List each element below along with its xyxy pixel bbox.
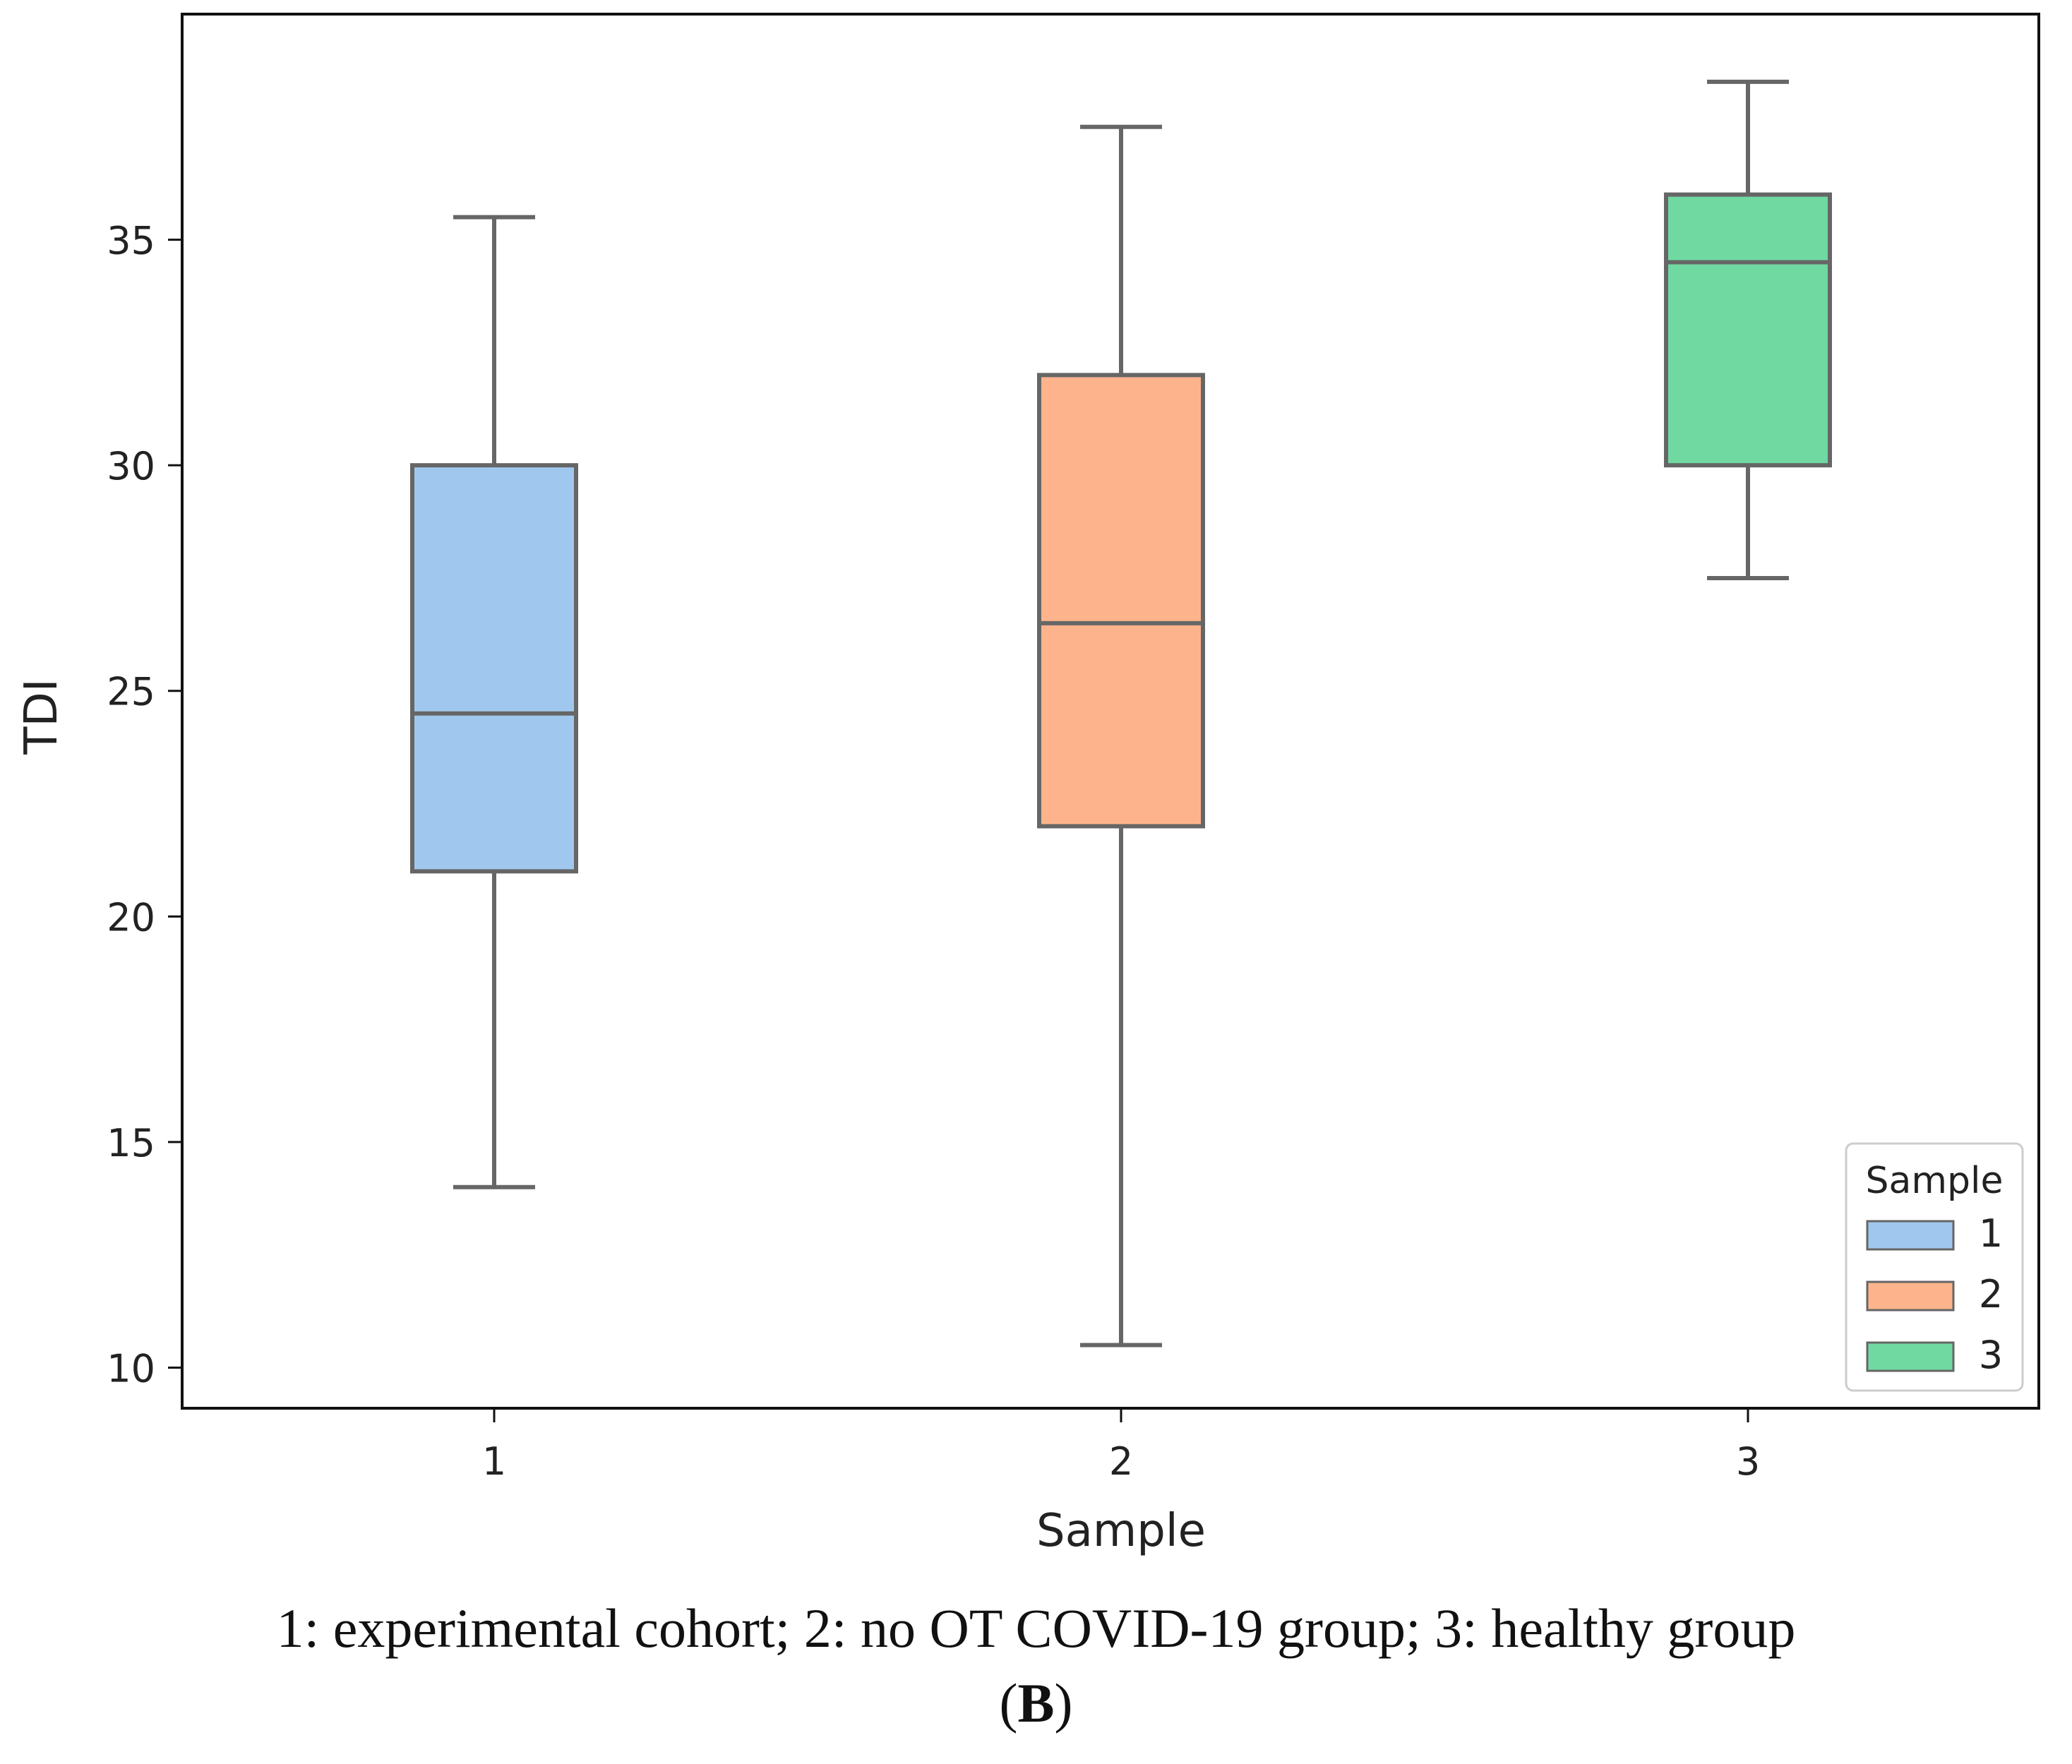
legend-title: Sample <box>1866 1160 2004 1202</box>
panel-label: (B) <box>999 1672 1073 1734</box>
y-tick-label: 30 <box>107 444 155 488</box>
y-tick-label: 20 <box>107 895 155 940</box>
y-tick-label: 15 <box>107 1121 155 1165</box>
x-tick-label: 1 <box>482 1439 506 1484</box>
legend-box <box>1845 1142 2024 1392</box>
box-sample-3 <box>1664 192 1832 468</box>
y-tick-label: 25 <box>107 670 155 714</box>
x-tick-label: 3 <box>1736 1439 1760 1484</box>
y-tick-label: 10 <box>107 1346 155 1391</box>
box-sample-1 <box>410 463 578 874</box>
y-tick-label: 35 <box>107 219 155 263</box>
x-tick-label: 2 <box>1109 1439 1133 1484</box>
legend-swatch-2 <box>1866 1280 1955 1312</box>
plot-frame <box>181 13 2040 1410</box>
figure-caption: 1: experimental cohort; 2: no OT COVID-1… <box>276 1597 1796 1659</box>
legend-swatch-1 <box>1866 1220 1955 1251</box>
legend-label: 2 <box>1979 1272 2003 1316</box>
y-axis-label: TDI <box>16 678 68 755</box>
box-sample-2 <box>1037 373 1205 829</box>
x-axis-label: Sample <box>1036 1505 1206 1557</box>
panel-label-letter: B <box>1017 1672 1055 1734</box>
legend-swatch-3 <box>1866 1341 1955 1372</box>
legend-label: 1 <box>1979 1211 2003 1256</box>
legend-label: 3 <box>1979 1333 2003 1377</box>
